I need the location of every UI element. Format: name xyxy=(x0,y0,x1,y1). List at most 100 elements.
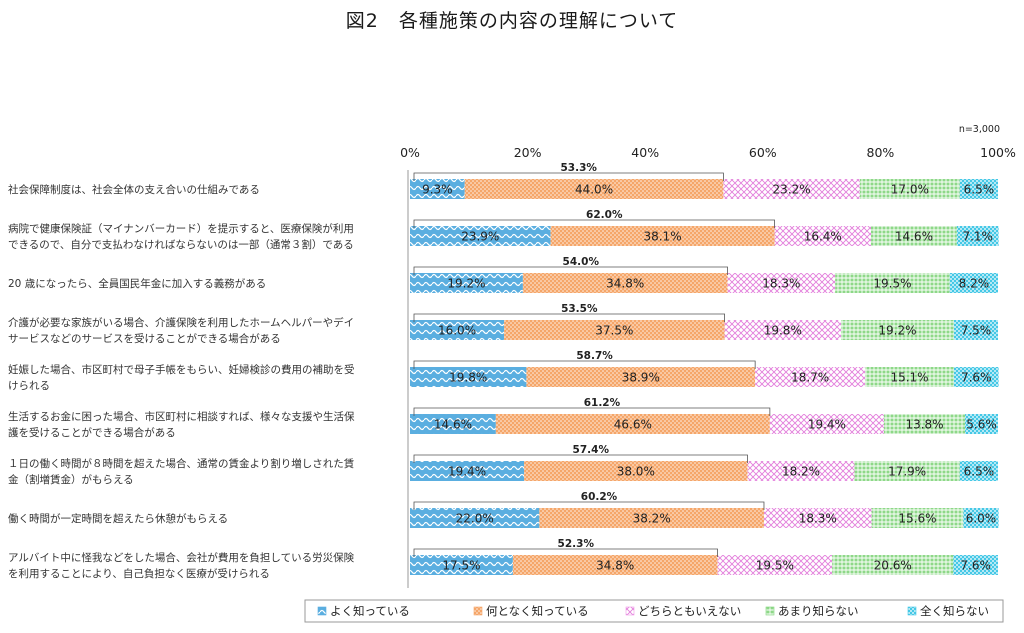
category-label-line: 働く時間が一定時間を超えたら休憩がもらえる xyxy=(8,512,228,525)
data-label: 46.6% xyxy=(614,418,652,432)
subtotal-label: 54.0% xyxy=(563,256,600,268)
bar-segment xyxy=(883,414,966,434)
category-label-line: 介護が必要な家族がいる場合、介護保険を利用したホームヘルパーやデイ xyxy=(8,316,354,329)
subtotal-label: 53.5% xyxy=(561,303,598,315)
category-label-line: アルバイト中に怪我などをした場合、会社が費用を負担している労災保険 xyxy=(8,551,355,564)
data-label: 44.0% xyxy=(575,183,613,197)
data-label: 19.5% xyxy=(756,559,794,573)
subtotal-bracket xyxy=(413,266,728,275)
chart-title: 図2 各種施策の内容の理解について xyxy=(345,10,679,32)
data-label: 15.6% xyxy=(898,512,936,526)
data-label: 6.0% xyxy=(966,512,997,526)
data-label: 19.4% xyxy=(448,465,486,479)
data-label: 8.2% xyxy=(959,277,990,291)
data-label: 19.2% xyxy=(878,324,916,338)
category-label: 病院で健康保険証（マイナンバーカード）を提示すると、医療保険が利用できるので、自… xyxy=(8,222,354,251)
bar-segment xyxy=(410,461,525,481)
x-tick-label: 100% xyxy=(980,145,1016,160)
category-label-line: 護を受けることができる場合がある xyxy=(8,426,176,439)
x-tick-label: 40% xyxy=(631,145,659,160)
bar-segment xyxy=(959,179,998,199)
bar-segment xyxy=(949,273,998,293)
category-label-line: けられる xyxy=(8,380,50,392)
subtotal-bracket xyxy=(413,548,718,557)
category-label: 生活するお金に困った場合、市区町村に相談すれば、様々な支援や生活保護を受けること… xyxy=(8,410,355,439)
bar-rows: 社会保障制度は、社会全体の支え合いの仕組みである 9.3% 44.0% 23.2% 17… xyxy=(8,162,999,580)
data-label: 15.1% xyxy=(890,371,928,385)
subtotal-bracket xyxy=(413,219,775,228)
bar-segment xyxy=(832,555,954,575)
bar-segment xyxy=(953,367,999,387)
category-label-line: 生活するお金に困った場合、市区町村に相談すれば、様々な支援や生活保 xyxy=(8,410,355,423)
legend-swatch xyxy=(473,606,483,616)
bar-segment xyxy=(953,555,998,575)
bar-segment xyxy=(550,226,775,246)
bar-segment xyxy=(539,508,764,528)
data-label: 38.0% xyxy=(617,465,655,479)
data-label: 37.5% xyxy=(595,324,633,338)
bar-segment xyxy=(854,461,960,481)
bar-segment xyxy=(464,179,724,199)
bar-segment xyxy=(763,508,872,528)
bar-segment xyxy=(865,367,954,387)
bar-segment xyxy=(504,320,725,340)
data-label: 23.9% xyxy=(461,230,499,244)
legend-label: 何となく知っている xyxy=(486,604,589,618)
bar-segment xyxy=(841,320,954,340)
category-label-line: 妊娠した場合、市区町村で母子手帳をもらい、妊婦検診の費用の補助を受 xyxy=(8,363,355,376)
bar-segment xyxy=(522,273,728,293)
subtotal-bracket xyxy=(413,172,724,181)
legend-label: あまり知らない xyxy=(778,604,859,618)
x-tick-label: 60% xyxy=(749,145,777,160)
bar-segment xyxy=(410,179,465,199)
category-label: 社会保障制度は、社会全体の支え合いの仕組みである xyxy=(8,183,260,196)
data-label: 19.8% xyxy=(764,324,802,338)
bar-segment xyxy=(953,320,998,340)
data-label: 38.1% xyxy=(643,230,681,244)
bar-segment xyxy=(524,461,748,481)
bar-segment xyxy=(717,555,833,575)
data-label: 5.6% xyxy=(966,418,997,432)
data-label: 7.6% xyxy=(961,371,992,385)
data-label: 7.6% xyxy=(960,559,991,573)
legend-label: よく知っている xyxy=(330,604,410,618)
bar-segment xyxy=(956,226,999,246)
subtotal-bracket xyxy=(413,454,748,463)
bar-segment xyxy=(526,367,756,387)
legend-swatch xyxy=(317,606,327,616)
data-label: 13.8% xyxy=(905,418,943,432)
bar-segment xyxy=(410,508,540,528)
bar-segment xyxy=(774,226,871,246)
subtotal-bracket xyxy=(413,360,756,369)
bar-segment xyxy=(410,273,523,293)
data-label: 16.4% xyxy=(804,230,842,244)
bar-segment xyxy=(835,273,950,293)
category-label: １日の働く時間が８時間を超えた場合、通常の賃金より割り増しされた賃金（割増賃金）… xyxy=(8,457,354,486)
data-label: 17.5% xyxy=(442,559,480,573)
data-label: 6.5% xyxy=(964,465,995,479)
bar-segment xyxy=(495,414,770,434)
x-tick-label: 0% xyxy=(400,145,420,160)
data-label: 9.3% xyxy=(422,183,453,197)
category-label: 妊娠した場合、市区町村で母子手帳をもらい、妊婦検診の費用の補助を受けられる xyxy=(8,363,355,392)
data-label: 14.6% xyxy=(434,418,472,432)
bar-segment xyxy=(959,461,998,481)
bar-segment xyxy=(723,179,860,199)
subtotal-label: 53.3% xyxy=(560,162,597,174)
x-axis-ticks: 0% 20% 40% 60% 80% 100% xyxy=(400,145,1016,160)
x-tick-label: 80% xyxy=(867,145,895,160)
data-label: 18.2% xyxy=(782,465,820,479)
subtotal-label: 60.2% xyxy=(581,491,618,503)
data-label: 34.8% xyxy=(606,277,644,291)
bar-segment xyxy=(747,461,855,481)
data-label: 20.6% xyxy=(874,559,912,573)
subtotal-label: 57.4% xyxy=(573,444,610,456)
data-label: 22.0% xyxy=(456,512,494,526)
data-label: 16.0% xyxy=(438,324,476,338)
data-label: 17.0% xyxy=(891,183,929,197)
subtotal-bracket xyxy=(413,313,725,322)
legend-label: 全く知らない xyxy=(920,604,989,618)
data-label: 18.3% xyxy=(762,277,800,291)
data-label: 14.6% xyxy=(895,230,933,244)
